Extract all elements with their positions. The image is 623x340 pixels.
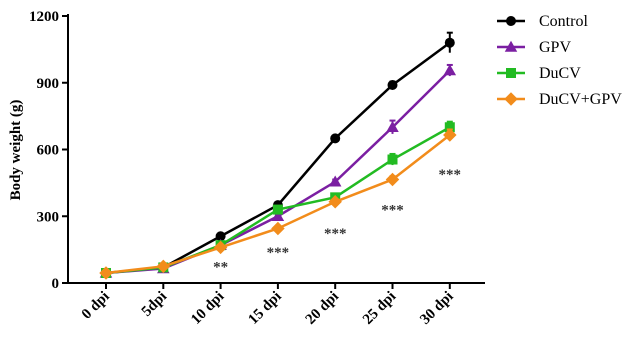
- data-point: [386, 121, 399, 132]
- data-point: [328, 195, 342, 209]
- data-point: [215, 231, 226, 242]
- y-tick-label: 600: [37, 143, 60, 159]
- axes: [62, 14, 485, 289]
- legend-marker: [504, 40, 518, 52]
- data-point: [213, 240, 228, 255]
- data-point: [330, 133, 341, 144]
- legend-item: DuCV+GPV: [497, 91, 622, 108]
- legend-item: GPV: [497, 39, 571, 56]
- legend-label: DuCV: [539, 65, 581, 82]
- legend-marker: [506, 16, 516, 26]
- series-line: [105, 69, 451, 275]
- y-tick-label: 900: [37, 76, 60, 92]
- legend-label: GPV: [539, 39, 571, 56]
- significance-mark: ***: [324, 226, 347, 242]
- y-tick-label: 1200: [29, 9, 59, 25]
- x-tick-label: 25 dpi: [360, 289, 399, 328]
- data-point: [444, 122, 455, 133]
- significance-mark: ***: [267, 245, 290, 261]
- y-axis-label: Body weight (g): [8, 100, 24, 201]
- significance-mark: ***: [381, 203, 404, 219]
- x-tick-label: 5dpi: [139, 289, 170, 320]
- data-point: [385, 172, 400, 187]
- series-layer: [99, 31, 457, 280]
- x-tick-label: 15 dpi: [245, 289, 284, 328]
- data-point: [156, 259, 171, 274]
- legend: Control GPV DuCV DuCV+GPV: [497, 13, 622, 108]
- data-point: [271, 210, 285, 221]
- y-tick-label: 0: [52, 276, 60, 292]
- series-ducv-gpv: [99, 128, 457, 280]
- data-point: [444, 37, 455, 48]
- x-tick-label: 30 dpi: [417, 289, 456, 328]
- x-tick-labels: 0 dpi 5dpi 10 dpi 15 dpi 20 dpi 25 dpi 30 dpi: [79, 289, 457, 328]
- data-point: [272, 204, 283, 215]
- series-line: [105, 41, 451, 275]
- significance-annotations: **************: [213, 167, 461, 275]
- data-point: [328, 175, 342, 187]
- legend-label: DuCV+GPV: [539, 91, 622, 108]
- y-tick-label: 300: [37, 209, 60, 225]
- data-point: [443, 128, 457, 142]
- data-point: [387, 154, 398, 165]
- data-point: [271, 221, 285, 236]
- significance-mark: ***: [439, 167, 462, 183]
- legend-marker: [506, 68, 516, 78]
- legend-item: DuCV: [497, 65, 581, 82]
- legend-item: Control: [497, 13, 588, 30]
- significance-mark: **: [213, 259, 228, 275]
- legend-marker: [504, 92, 518, 106]
- x-tick-label: 10 dpi: [188, 289, 227, 328]
- data-point: [443, 64, 457, 76]
- data-point: [387, 79, 398, 90]
- x-tick-label: 0 dpi: [79, 289, 113, 323]
- data-point: [99, 266, 113, 280]
- x-tick-label: 20 dpi: [303, 289, 342, 328]
- y-tick-labels: 0 300 600 900 1200: [29, 9, 59, 292]
- legend-label: Control: [539, 13, 588, 30]
